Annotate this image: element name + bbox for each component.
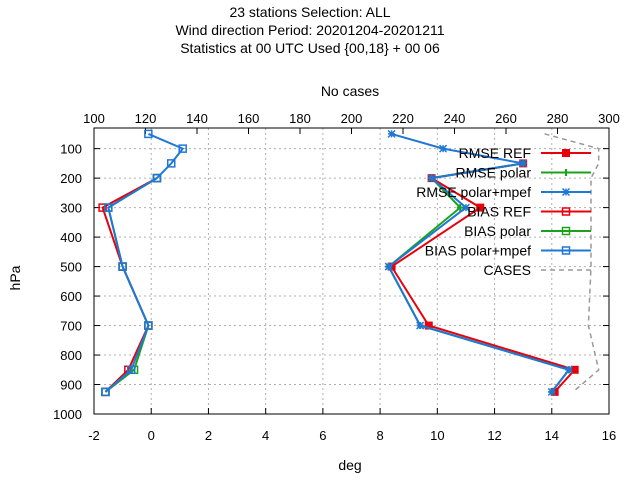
point-marker bbox=[98, 203, 107, 212]
x2-tick-label: 120 bbox=[135, 111, 157, 126]
x-tick-label: 8 bbox=[376, 428, 383, 443]
axes: -2 0 2 4 6 8 10 12 14 16 100 120 140 160 180 200 220 240 2… bbox=[53, 111, 620, 443]
chart-title-line-1: 23 stations Selection: ALL bbox=[229, 4, 390, 20]
point-marker bbox=[144, 129, 153, 139]
x-tick-label: -2 bbox=[88, 428, 100, 443]
x-axis-label: deg bbox=[338, 457, 361, 473]
chart-title-line-3: Statistics at 00 UTC Used {00,18} + 00 0… bbox=[180, 40, 440, 56]
y-tick-label: 300 bbox=[60, 201, 82, 216]
legend-label: BIAS polar bbox=[464, 223, 531, 239]
series-cases bbox=[544, 133, 600, 393]
point-marker bbox=[126, 365, 136, 375]
x2-tick-label: 100 bbox=[83, 111, 105, 126]
x2-tick-label: 300 bbox=[598, 111, 620, 126]
point-marker bbox=[461, 203, 470, 212]
point-marker bbox=[561, 207, 571, 216]
legend: RMSE REF RMSE polar RMSE polar+mpef BIAS RE… bbox=[416, 145, 591, 278]
y-tick-label: 100 bbox=[60, 142, 82, 157]
point-marker bbox=[118, 262, 127, 271]
x-tick-label: 14 bbox=[545, 428, 559, 443]
legend-label: RMSE REF bbox=[459, 145, 531, 161]
point-marker bbox=[384, 262, 393, 271]
legend-label: CASES bbox=[484, 262, 531, 278]
x2-tick-label: 240 bbox=[444, 111, 466, 126]
y-axis-label: hPa bbox=[7, 265, 23, 290]
point-marker bbox=[427, 174, 436, 183]
point-marker bbox=[101, 387, 110, 397]
point-marker bbox=[547, 387, 556, 396]
plot-frame bbox=[93, 127, 610, 415]
point-marker bbox=[561, 187, 571, 197]
point-marker bbox=[144, 321, 153, 330]
series-line bbox=[544, 133, 600, 393]
y-tick-label: 700 bbox=[60, 319, 82, 334]
x-tick-label: 2 bbox=[205, 428, 212, 443]
series bbox=[98, 129, 600, 397]
point-marker bbox=[476, 203, 485, 212]
point-marker bbox=[178, 144, 187, 153]
point-marker bbox=[562, 169, 570, 176]
x2-tick-label: 260 bbox=[495, 111, 517, 126]
y-tick-label: 800 bbox=[60, 348, 82, 363]
point-marker bbox=[564, 365, 573, 374]
y-tick-label: 600 bbox=[60, 289, 82, 304]
chart-title-line-2: Wind direction Period: 20201204-20201211 bbox=[175, 22, 444, 38]
point-marker bbox=[167, 159, 176, 168]
y-tick-label: 200 bbox=[60, 171, 82, 186]
grid bbox=[94, 128, 609, 414]
x2-tick-label: 200 bbox=[341, 111, 363, 126]
x-tick-label: 10 bbox=[430, 428, 444, 443]
y-tick-label: 400 bbox=[60, 230, 82, 245]
series-rmse-polar-mpef bbox=[384, 129, 573, 396]
legend-label: RMSE polar+mpef bbox=[416, 184, 531, 200]
x-tick-label: 0 bbox=[148, 428, 155, 443]
y-tick-label: 500 bbox=[60, 260, 82, 275]
x2-tick-label: 160 bbox=[238, 111, 260, 126]
point-marker bbox=[439, 144, 448, 153]
x2-axis-label: No cases bbox=[321, 83, 379, 99]
point-marker bbox=[562, 149, 570, 157]
x-tick-label: 16 bbox=[602, 428, 616, 443]
point-marker bbox=[416, 321, 425, 330]
legend-label: BIAS polar+mpef bbox=[425, 243, 531, 259]
x2-tick-label: 280 bbox=[547, 111, 569, 126]
legend-label: RMSE polar bbox=[456, 165, 532, 181]
x-tick-label: 12 bbox=[487, 428, 501, 443]
x-tick-label: 6 bbox=[319, 428, 326, 443]
point-marker bbox=[387, 129, 396, 138]
series-bias-polar-mpef bbox=[101, 129, 187, 397]
x2-tick-label: 220 bbox=[392, 111, 414, 126]
y-tick-label: 1000 bbox=[53, 407, 82, 422]
x2-tick-label: 140 bbox=[186, 111, 208, 126]
point-marker bbox=[104, 203, 113, 212]
point-marker bbox=[152, 173, 162, 183]
point-marker bbox=[561, 226, 571, 236]
point-marker bbox=[519, 159, 528, 168]
legend-label: BIAS REF bbox=[467, 204, 531, 220]
x2-tick-label: 180 bbox=[289, 111, 311, 126]
x-tick-label: 4 bbox=[262, 428, 269, 443]
y-tick-label: 900 bbox=[60, 378, 82, 393]
point-marker bbox=[561, 246, 571, 255]
series-line bbox=[104, 132, 185, 393]
